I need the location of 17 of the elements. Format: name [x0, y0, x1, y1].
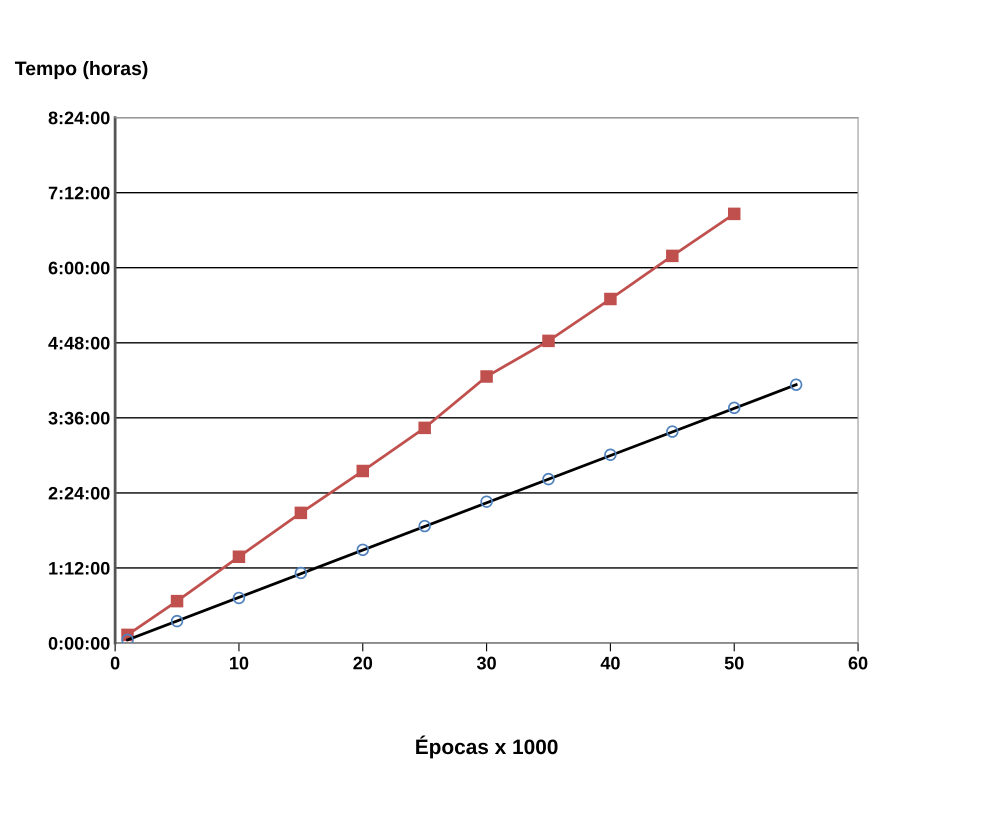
y-axis-title: Tempo (horas) [14, 60, 148, 80]
y-tick-label: 6:00:00 [48, 262, 110, 274]
x-axis-title: Épocas x 1000 [416, 736, 558, 758]
x-tick-label: 20 [353, 656, 372, 670]
y-tick-label: 7:12:00 [48, 186, 110, 200]
y-tick-label: 4:48:00 [48, 336, 110, 350]
x-tick-label: 10 [230, 656, 248, 670]
y-tick-label: 3:36:00 [48, 412, 110, 425]
x-tick-label: 60 [848, 656, 868, 670]
x-tick-label: 30 [476, 656, 496, 670]
y-tick-label: 1:12:00 [49, 562, 110, 575]
x-tick-label: 40 [600, 656, 620, 670]
y-tick-label: 0:00:00 [48, 636, 110, 650]
x-tick-label: 50 [724, 656, 744, 670]
y-tick-label: 8:24:00 [48, 112, 110, 124]
x-tick-label: 0 [110, 656, 120, 670]
y-tick-label: 2:24:00 [48, 486, 110, 500]
